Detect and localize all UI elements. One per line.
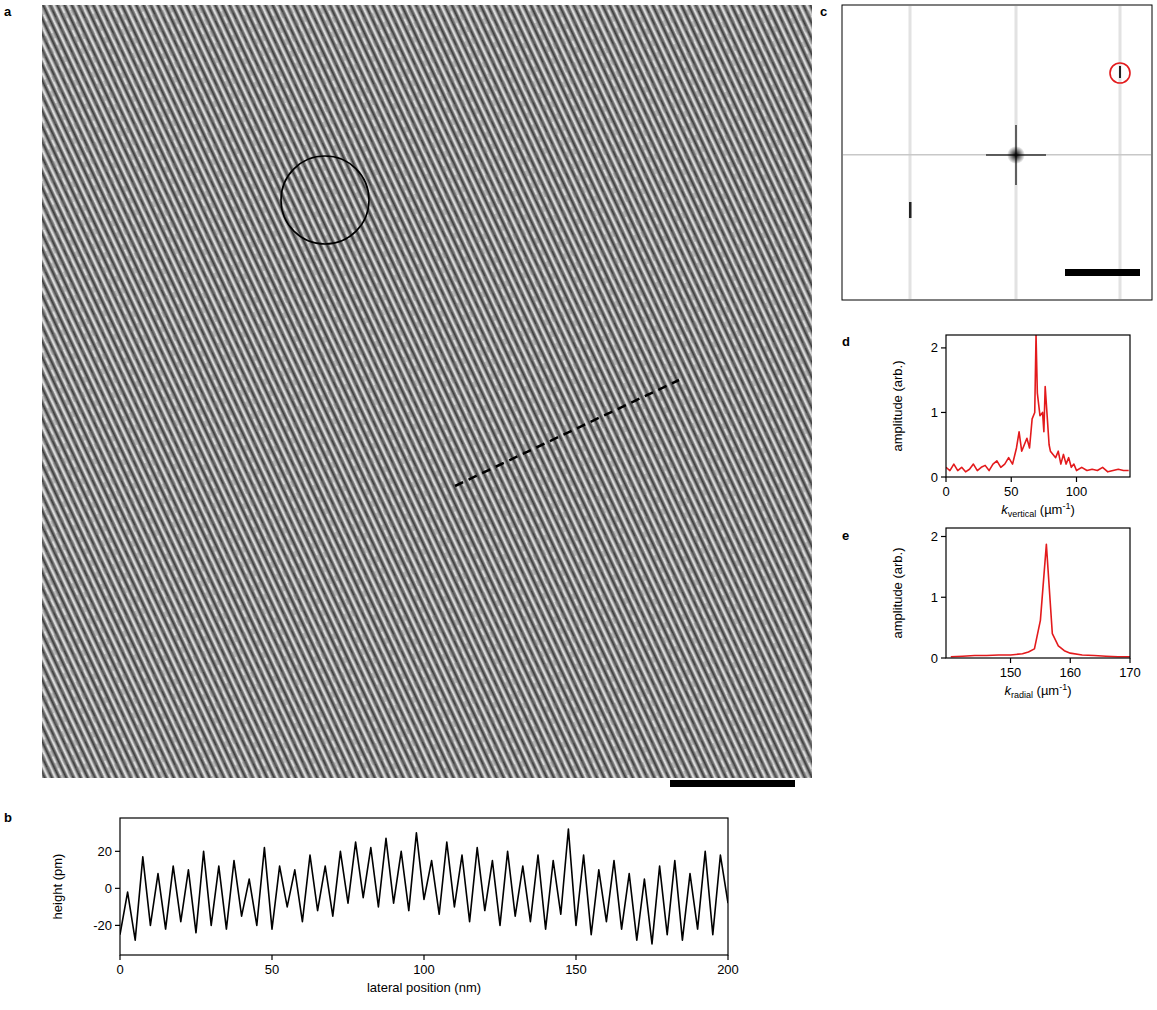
fft-streak [843,154,1151,156]
y-tick-label: 1 [931,590,938,605]
y-tick [941,476,946,477]
x-tick-label: 0 [116,962,123,977]
plot-frame [120,818,728,955]
x-tick-label: 100 [413,962,435,977]
fft-center [1007,146,1025,164]
panel-d: 0 50 100 0 1 2 kvertical (µm-1) amplitude (arb.… [890,335,1130,519]
x-axis-title: lateral position (nm) [367,980,481,995]
x-tick-label: 50 [265,962,279,977]
x-tick [1011,477,1012,482]
fft-peak [909,202,912,218]
data-line [946,335,1129,472]
x-tick-label: 50 [1004,484,1018,499]
panel-letter: a [4,4,12,19]
x-tick [575,955,576,960]
x-tick-label: 200 [717,962,739,977]
y-axis-title: height (pm) [50,854,65,920]
y-tick [941,347,946,348]
y-axis-title: amplitude (arb.) [890,547,905,638]
x-tick-label: 0 [942,484,949,499]
plot-area [946,335,1129,472]
label-part: radial [1011,690,1033,700]
y-tick-label: 2 [931,340,938,355]
y-tick [941,657,946,658]
panel-e: 150 160 170 0 1 2 kradial (µm-1) amplitude (arb… [890,528,1141,700]
x-tick [727,955,728,960]
label-part: (µm [1036,502,1062,517]
label-part: ) [1067,683,1071,698]
label-part: lateral position (nm) [367,980,481,995]
scale-bar [1065,269,1140,276]
x-tick [1129,658,1130,663]
x-tick-label: 150 [565,962,587,977]
y-tick [115,925,120,926]
x-tick-label: 100 [1066,484,1088,499]
topography-image [42,5,812,778]
panel-letter: d [842,334,850,349]
y-tick [941,412,946,413]
fft-streak [909,6,912,299]
y-tick-label: 1 [931,405,938,420]
scale-bar [670,780,795,787]
panel-c-image [842,5,1152,300]
x-tick [423,955,424,960]
data-line [951,544,1130,656]
image-texture [42,5,812,778]
y-tick [941,536,946,537]
x-tick [1070,658,1071,663]
profile-line [455,380,679,486]
y-tick [941,597,946,598]
y-tick-label: 2 [931,529,938,544]
x-axis-title: kvertical (µm-1) [1001,501,1075,519]
label-part: (µm [1033,683,1059,698]
plot-frame [946,335,1130,477]
label-part: ) [1070,502,1074,517]
panel-letter: e [842,528,849,543]
label-part: vertical [1008,509,1037,519]
y-tick-label: 0 [105,881,112,896]
x-tick-label: 150 [1000,665,1022,680]
y-tick-label: 0 [931,470,938,485]
label-part: -1 [1062,501,1070,511]
x-tick [1010,658,1011,663]
panel-a-image [42,5,812,787]
fft-peak [1119,66,1121,78]
y-tick-label: 20 [98,844,112,859]
x-tick-label: 160 [1059,665,1081,680]
panel-letter: c [820,4,827,19]
y-axis-title: amplitude (arb.) [890,360,905,451]
y-tick-label: 0 [931,651,938,666]
x-tick [271,955,272,960]
x-tick [119,955,120,960]
x-tick [1076,477,1077,482]
y-tick-label: -20 [93,918,112,933]
plot-area [951,544,1130,656]
x-tick-label: 170 [1119,665,1141,680]
y-tick [115,851,120,852]
label-part: -1 [1059,682,1067,692]
plot-frame [946,528,1130,658]
fft-streak [1119,6,1122,299]
y-tick [115,888,120,889]
fft-frame [842,5,1152,300]
plot-area [120,829,728,944]
data-line [120,829,728,944]
x-tick [945,477,946,482]
x-axis-title: kradial (µm-1) [1004,682,1071,700]
defect-circle [281,156,369,244]
panel-letter: b [4,810,12,825]
panel-b: 0 50 100 150 200 -20 0 20 lateral position (nm) h… [50,818,739,995]
fft-peak-circle [1110,63,1130,83]
